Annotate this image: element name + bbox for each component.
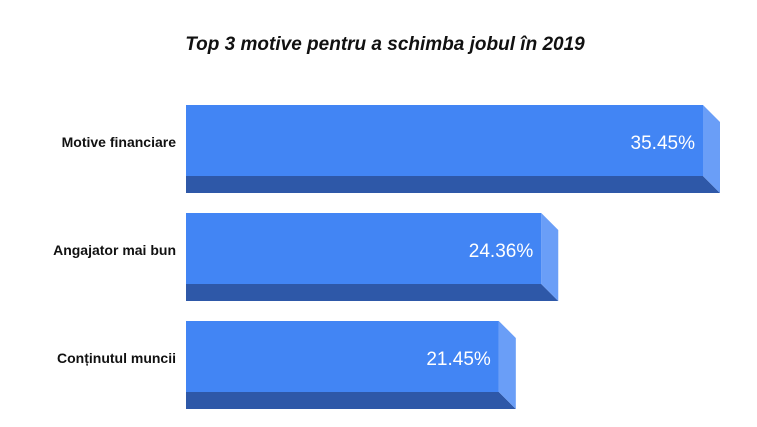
- bar-0: [186, 105, 703, 176]
- chart-title: Top 3 motive pentru a schimba jobul în 2…: [185, 34, 585, 55]
- value-label-2: 21.45%: [426, 349, 491, 370]
- value-label-1: 24.36%: [469, 241, 534, 262]
- bar-side-face-0: [703, 105, 720, 193]
- bar-group-2: Conținutul muncii 21.45%: [57, 321, 516, 409]
- category-label-0: Motive financiare: [62, 134, 177, 150]
- bar-side-face-2: [498, 321, 516, 409]
- category-label-2: Conținutul muncii: [57, 350, 176, 366]
- bar-group-0: Motive financiare 35.45%: [62, 105, 720, 193]
- bar-bottom-face-2: [186, 392, 516, 409]
- bar-bottom-face-0: [186, 176, 720, 193]
- value-label-0: 35.45%: [631, 133, 696, 154]
- bar-side-face-1: [541, 213, 559, 301]
- category-label-1: Angajator mai bun: [53, 242, 176, 258]
- bar-group-1: Angajator mai bun 24.36%: [53, 213, 559, 301]
- bar-1: [186, 213, 542, 284]
- bar-2: [186, 321, 499, 392]
- bar-bottom-face-1: [186, 284, 559, 301]
